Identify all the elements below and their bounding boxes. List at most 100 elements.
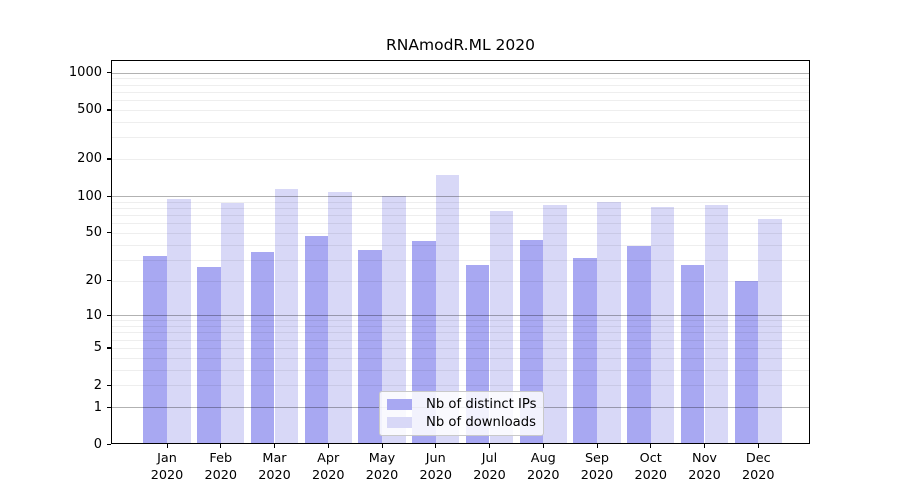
y-tick-label: 500 [77,102,102,118]
legend-label-distinct-ips: Nb of distinct IPs [426,397,537,413]
bar-downloads [167,199,191,443]
bar-downloads [220,202,245,443]
x-tick-label: Nov 2020 [688,451,721,483]
minor-gridline [112,223,809,225]
y-tick-mark [107,195,111,197]
legend-swatch-distinct-ips [387,399,412,411]
minor-gridline [112,259,809,261]
x-tick-label: Oct 2020 [634,451,668,483]
y-tick-label: 0 [93,436,102,452]
minor-gridline [112,207,809,209]
chart-title: RNAmodR.ML 2020 [386,36,535,54]
minor-gridline [112,369,809,371]
x-tick-mark [220,444,222,448]
x-tick-mark [166,444,168,448]
major-gridline [112,72,809,74]
x-tick-mark [596,444,598,448]
x-tick-mark [274,444,276,448]
bar-distinct-ips [143,256,167,443]
x-tick-mark [381,444,383,448]
x-tick-label: Aug 2020 [526,451,560,483]
y-tick-label: 2 [93,377,102,393]
x-tick-mark [757,444,759,448]
bar-distinct-ips [304,236,329,443]
minor-gridline [112,326,809,328]
x-tick-label: Feb 2020 [204,451,238,483]
bar-distinct-ips [250,251,275,443]
y-tick-label: 5 [93,340,102,356]
bar-distinct-ips [734,280,759,443]
minor-gridline [112,244,809,246]
y-tick-label: 200 [77,151,102,167]
legend-swatch-downloads [387,416,412,428]
minor-gridline [112,158,809,160]
x-tick-mark [327,444,329,448]
minor-gridline [112,280,809,282]
x-tick-label: Jul 2020 [473,451,506,483]
x-tick-mark [704,444,706,448]
y-tick-mark [107,314,111,316]
bar-downloads [543,205,567,443]
major-gridline [112,196,809,197]
minor-gridline [112,385,809,387]
bar-downloads [382,196,406,443]
minor-gridline [112,347,809,349]
minor-gridline [112,91,809,93]
y-tick-label: 100 [77,188,102,204]
y-tick-mark [107,443,111,445]
legend: Nb of distinct IPs Nb of downloads [379,391,544,436]
minor-gridline [112,121,809,123]
y-tick-label: 10 [85,307,102,323]
y-tick-mark [107,347,111,349]
minor-gridline [112,357,809,359]
bar-distinct-ips [358,250,382,443]
x-tick-label: Jan 2020 [150,451,184,483]
legend-label-downloads: Nb of downloads [426,414,536,430]
x-tick-mark [435,444,437,448]
y-tick-label: 1000 [68,65,102,81]
minor-gridline [112,137,809,139]
bar-downloads [650,206,675,443]
y-tick-mark [107,384,111,386]
bar-downloads [328,191,352,443]
bar-distinct-ips [627,245,651,443]
minor-gridline [112,100,809,102]
legend-item-downloads: Nb of downloads [387,415,536,430]
x-tick-label: Dec 2020 [741,451,775,483]
minor-gridline [112,232,809,234]
bar-distinct-ips [197,266,221,443]
y-tick-mark [107,232,111,234]
x-tick-label: May 2020 [365,451,399,483]
bar-downloads [274,188,299,443]
major-gridline [112,315,809,317]
minor-gridline [112,214,809,216]
y-tick-mark [107,158,111,160]
bar-downloads [597,201,621,443]
bar-distinct-ips [573,257,597,443]
y-tick-mark [107,406,111,408]
bar-downloads [704,205,729,443]
minor-gridline [112,339,809,341]
y-tick-mark [107,109,111,111]
x-tick-mark [489,444,491,448]
x-tick-label: Sep 2020 [580,451,614,483]
bar-downloads [489,211,514,443]
x-tick-label: Mar 2020 [258,451,291,483]
x-tick-label: Apr 2020 [311,451,345,483]
bar-downloads [758,218,782,443]
minor-gridline [112,320,809,322]
legend-item-distinct-ips: Nb of distinct IPs [387,397,537,413]
minor-gridline [112,332,809,334]
minor-gridline [112,109,809,111]
minor-gridline [112,84,809,86]
x-tick-mark [542,444,544,448]
y-tick-label: 50 [85,225,102,241]
minor-gridline [112,78,809,80]
y-tick-mark [107,280,111,282]
y-tick-label: 1 [93,399,102,415]
x-tick-label: Jun 2020 [419,451,453,483]
bar-downloads [435,175,460,443]
bar-distinct-ips [680,265,705,443]
x-tick-mark [650,444,652,448]
